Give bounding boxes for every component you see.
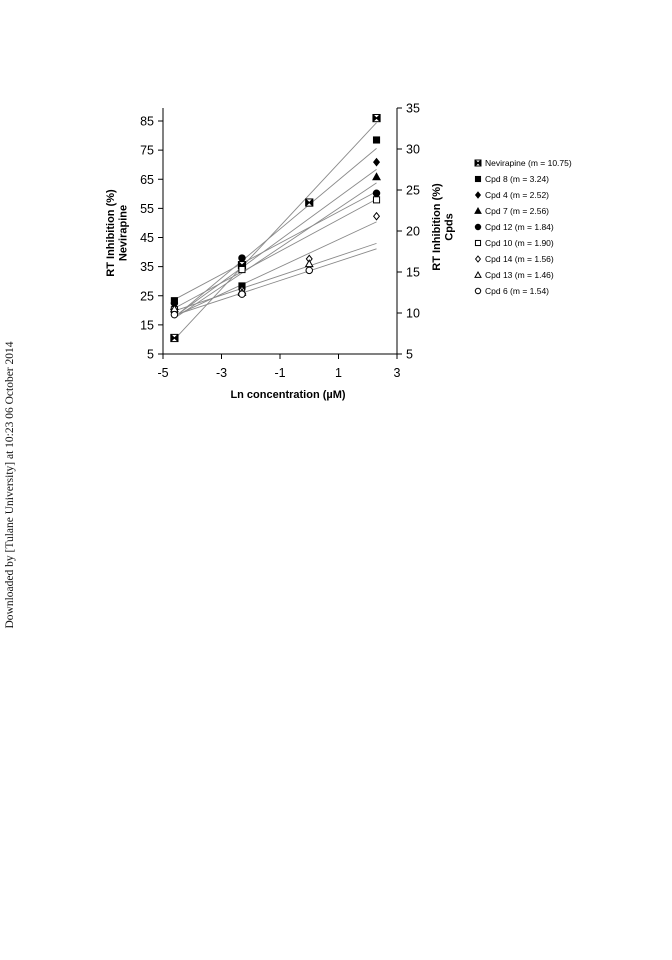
data-point	[238, 265, 246, 274]
legend-marker	[474, 239, 482, 247]
data-point	[305, 198, 314, 207]
fit-line	[174, 248, 377, 316]
fit-line	[174, 148, 377, 318]
fit-line	[174, 191, 377, 300]
x-axis-label: Ln concentration (µM)	[230, 389, 345, 401]
fit-line	[174, 198, 377, 309]
data-point	[372, 113, 381, 123]
data-point	[170, 333, 179, 343]
right-y-tick-label: 25	[406, 184, 420, 198]
data-point	[373, 157, 381, 167]
data-point	[372, 136, 381, 144]
data-point	[372, 196, 381, 204]
data-point	[304, 259, 314, 268]
axis-labels: Ln concentration (µM) RT Inhibition (%)Ne…	[105, 183, 456, 401]
legend-marker	[474, 159, 482, 167]
right-y-axis-label: RT Inhibition (%)Cpds	[431, 183, 456, 271]
legend-entry: Cpd 10 (m = 1.90)	[485, 238, 554, 248]
right-y-tick-label: 30	[406, 143, 420, 157]
left-y-tick-label: 85	[140, 115, 154, 129]
data-point	[170, 310, 179, 319]
fit-line	[174, 182, 377, 319]
right-y-tick-label: 15	[406, 266, 420, 280]
data-point	[373, 211, 381, 221]
left-y-tick-label: 5	[147, 348, 154, 362]
legend-entry: Cpd 13 (m = 1.46)	[485, 270, 554, 280]
right-y-tick-label: 35	[406, 102, 420, 116]
legend-marker	[474, 287, 482, 295]
data-points	[169, 113, 381, 343]
x-tick-label: 1	[335, 366, 342, 380]
left-y-axis-label: RT Inhibition (%)Nevirapine	[105, 189, 130, 277]
data-point	[238, 254, 246, 262]
right-y-tick-label: 20	[406, 225, 420, 239]
data-point	[305, 266, 313, 275]
data-point	[372, 172, 381, 181]
fit-line	[174, 122, 377, 340]
right-y-tick-label: 10	[406, 307, 420, 321]
legend-entry: Cpd 7 (m = 2.56)	[485, 206, 549, 216]
data-point	[372, 189, 381, 198]
legend-marker	[474, 175, 482, 183]
legend-entry: Cpd 4 (m = 2.52)	[485, 190, 549, 200]
legend-marker	[474, 191, 482, 199]
legend-entry: Cpd 14 (m = 1.56)	[485, 254, 554, 264]
left-y-tick-label: 45	[140, 231, 154, 245]
legend-entry: Cpd 12 (m = 1.84)	[485, 222, 554, 232]
legend-marker	[474, 223, 482, 231]
fit-line	[174, 169, 377, 318]
x-tick-label: 3	[394, 366, 401, 380]
fit-line	[174, 221, 377, 317]
left-y-tick-label: 35	[140, 260, 154, 274]
x-tick-label: -3	[216, 366, 227, 380]
legend-entry: Cpd 8 (m = 3.24)	[485, 174, 549, 184]
left-y-tick-label: 15	[140, 318, 154, 332]
legend-marker	[474, 270, 482, 278]
fit-lines	[174, 122, 377, 340]
legend-entry: Nevirapine (m = 10.75)	[485, 158, 572, 168]
left-y-tick-label: 75	[140, 144, 154, 158]
legend: Nevirapine (m = 10.75) Cpd 8 (m = 3.24) Cp…	[474, 158, 572, 296]
x-tick-label: -5	[157, 366, 168, 380]
legend-marker	[474, 255, 482, 263]
legend-entry: Cpd 6 (m = 1.54)	[485, 286, 549, 296]
x-tick-label: -1	[274, 366, 285, 380]
left-y-tick-label: 65	[140, 173, 154, 187]
left-y-tick-label: 55	[140, 202, 154, 216]
fit-line	[174, 242, 377, 312]
axes	[158, 107, 402, 359]
legend-marker	[474, 206, 482, 214]
left-y-tick-label: 25	[140, 289, 154, 303]
right-y-tick-label: 5	[406, 348, 413, 362]
data-point	[238, 290, 246, 298]
